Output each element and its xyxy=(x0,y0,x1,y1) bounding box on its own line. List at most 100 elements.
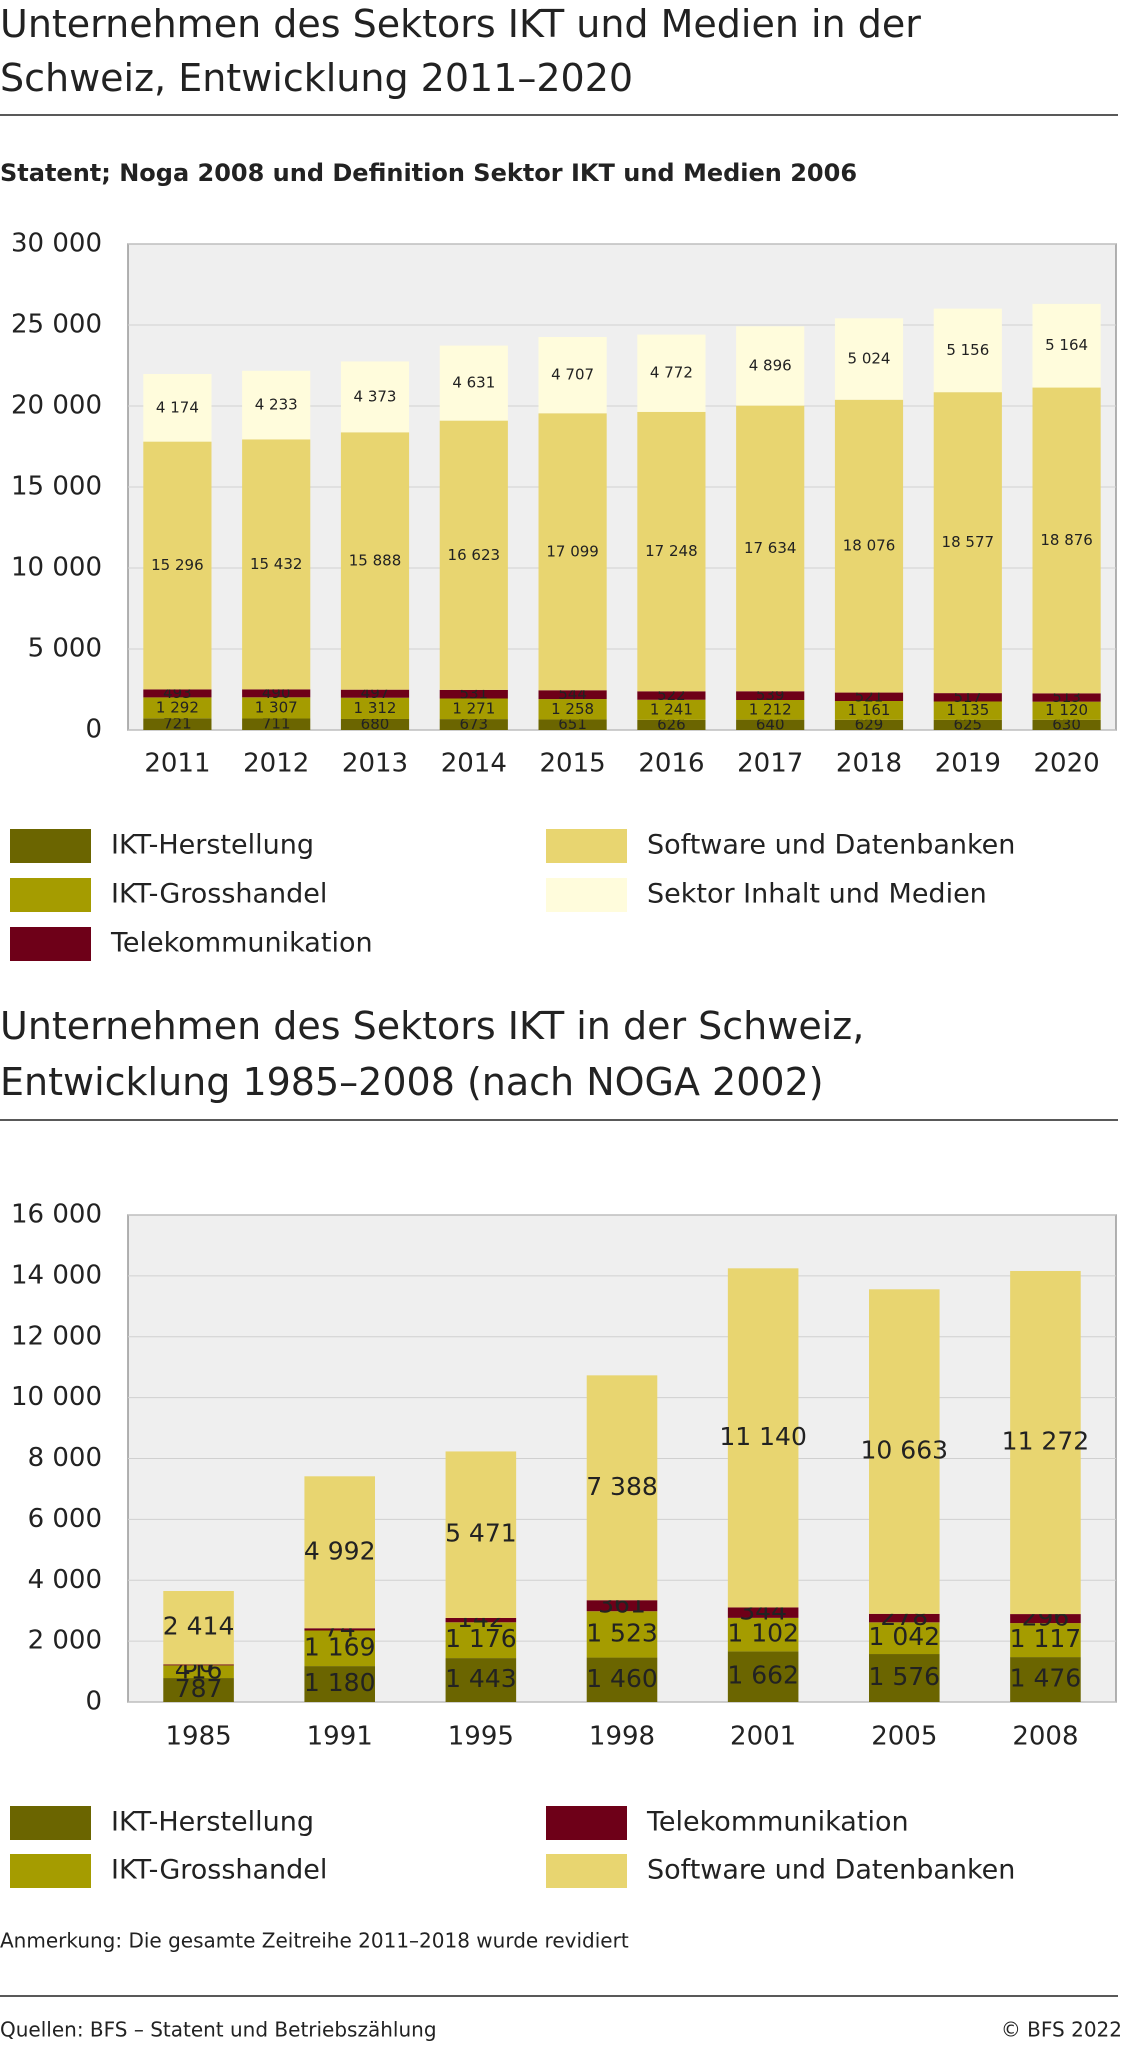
value-label: 17 099 xyxy=(546,542,599,560)
x-tick-label: 2011 xyxy=(144,749,210,779)
bar-segment xyxy=(727,1617,799,1652)
value-label: 1 662 xyxy=(727,1661,799,1690)
y-tick-label: 10 000 xyxy=(11,1382,102,1412)
legend-label: IKT-Grosshandel xyxy=(111,1855,327,1886)
bar-segment xyxy=(143,373,212,442)
bar-segment xyxy=(586,1611,658,1658)
bar-segment xyxy=(538,413,607,691)
value-label: 11 140 xyxy=(719,1422,806,1451)
bar-segment xyxy=(304,1666,375,1702)
y-tick-label: 10 000 xyxy=(11,553,102,583)
x-tick-label: 1985 xyxy=(165,1722,231,1752)
note: Anmerkung: Die gesamte Zeitreihe 2011–20… xyxy=(0,1929,629,1953)
bar-segment xyxy=(242,689,311,698)
bar-segment xyxy=(637,719,706,730)
value-label: 15 296 xyxy=(151,556,204,574)
value-label: 15 888 xyxy=(349,551,402,569)
bar-segment xyxy=(163,1590,234,1665)
bar-segment xyxy=(242,439,311,690)
bar-segment xyxy=(933,392,1002,694)
x-tick-label: 2008 xyxy=(1012,1722,1078,1752)
value-label: 630 xyxy=(1052,715,1081,733)
y-tick-label: 25 000 xyxy=(11,310,102,340)
y-tick-label: 20 000 xyxy=(11,391,102,421)
value-label: 673 xyxy=(459,715,488,733)
value-label: 4 233 xyxy=(255,396,298,414)
bar-segment xyxy=(242,697,311,719)
value-label: 1 271 xyxy=(452,699,495,717)
bar-segment xyxy=(445,1658,517,1702)
bar-segment xyxy=(439,689,508,699)
bar-segment xyxy=(736,699,805,720)
bar-segment xyxy=(1010,1623,1081,1658)
value-label: 1 120 xyxy=(1045,701,1088,719)
bar-segment xyxy=(1032,387,1101,694)
value-label: 5 024 xyxy=(848,350,891,368)
value-label: 651 xyxy=(558,715,587,733)
chart-subtitle: Statent; Noga 2008 und Definition Sektor… xyxy=(0,159,857,187)
x-tick-label: 2015 xyxy=(540,749,606,779)
legend-swatch xyxy=(10,1854,91,1888)
legend-swatch xyxy=(546,829,627,863)
value-label: 711 xyxy=(262,715,291,733)
bar-segment xyxy=(637,699,706,720)
copyright: © BFS 2022 xyxy=(1001,2018,1122,2042)
bar-segment xyxy=(834,318,904,400)
value-label: 1 307 xyxy=(255,698,298,716)
bar-segment xyxy=(869,1622,940,1655)
bar-segment xyxy=(340,689,410,698)
bar-segment xyxy=(538,337,607,414)
bar-segment xyxy=(869,1613,940,1623)
y-tick-label: 0 xyxy=(85,1687,102,1717)
legend-label: Sektor Inhalt und Medien xyxy=(647,879,987,910)
bar-segment xyxy=(1010,1270,1081,1615)
bar-segment xyxy=(933,701,1002,720)
bar-segment xyxy=(933,693,1002,702)
value-label: 629 xyxy=(855,715,884,733)
value-label: 1 161 xyxy=(848,701,891,719)
value-label: 7 388 xyxy=(586,1472,658,1501)
value-label: 1 212 xyxy=(749,700,792,718)
bar-segment xyxy=(1032,719,1101,730)
value-label: 18 577 xyxy=(942,533,995,551)
value-label: 1 443 xyxy=(445,1664,517,1693)
bar-segment xyxy=(143,697,212,719)
value-label: 1 460 xyxy=(586,1664,658,1693)
bar-segment xyxy=(933,719,1002,730)
legend-swatch xyxy=(10,878,91,912)
legend-swatch xyxy=(546,878,627,912)
bar-segment xyxy=(439,719,508,730)
value-label: 4 896 xyxy=(749,356,792,374)
bar-segment xyxy=(1032,693,1101,702)
bar-segment xyxy=(834,399,904,693)
legend-swatch xyxy=(10,927,91,961)
legend-label: Software und Datenbanken xyxy=(647,1855,1015,1886)
y-tick-label: 6 000 xyxy=(28,1504,102,1534)
value-label: 4 707 xyxy=(551,366,594,384)
value-label: 1 117 xyxy=(1010,1624,1082,1653)
value-label: 721 xyxy=(163,715,192,733)
bar-segment xyxy=(340,718,410,730)
bar-segment xyxy=(445,1617,517,1623)
x-tick-label: 1995 xyxy=(448,1722,514,1752)
bar-segment xyxy=(1010,1657,1081,1702)
y-tick-label: 0 xyxy=(85,715,102,745)
value-label: 1 042 xyxy=(868,1622,940,1651)
bar-segment xyxy=(869,1654,940,1702)
value-label: 626 xyxy=(657,715,686,733)
source: Quellen: BFS – Statent und Betriebszählu… xyxy=(0,2018,437,2042)
value-label: 1 102 xyxy=(727,1619,799,1648)
value-label: 4 373 xyxy=(354,387,397,405)
y-tick-label: 14 000 xyxy=(11,1260,102,1290)
y-tick-label: 16 000 xyxy=(11,1200,102,1230)
legend-label: Software und Datenbanken xyxy=(647,830,1015,861)
bar-segment xyxy=(727,1268,799,1608)
legend-label: Telekommunikation xyxy=(110,928,373,959)
x-tick-label: 2016 xyxy=(638,749,704,779)
value-label: 787 xyxy=(175,1674,223,1703)
bar-segment xyxy=(1032,701,1101,720)
bar-segment xyxy=(304,1628,375,1631)
y-tick-label: 2 000 xyxy=(28,1626,102,1656)
value-label: 1 476 xyxy=(1010,1664,1082,1693)
